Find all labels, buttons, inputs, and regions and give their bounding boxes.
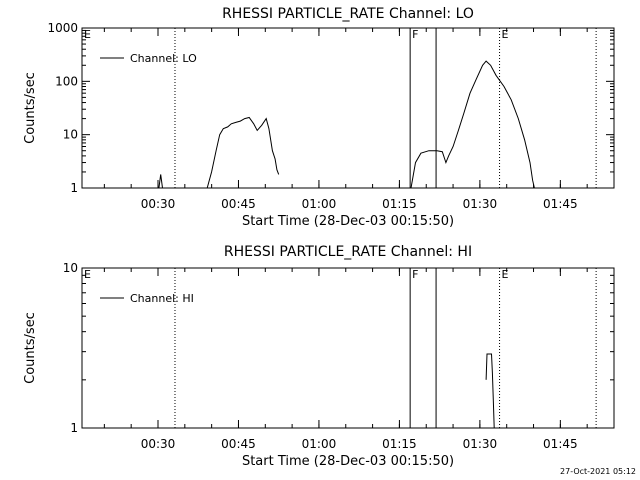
- x-tick-label: 01:30: [463, 197, 498, 211]
- x-tick-label: 00:45: [221, 437, 256, 451]
- x-tick-label: 01:00: [302, 197, 337, 211]
- event-marker-label: E: [84, 268, 91, 281]
- x-tick-label: 01:45: [543, 197, 578, 211]
- y-tick-label: 1: [70, 421, 78, 435]
- y-tick-label: 1000: [47, 21, 78, 35]
- x-tick-label: 01:15: [382, 197, 417, 211]
- x-tick-label: 01:30: [463, 437, 498, 451]
- generation-timestamp: 27-Oct-2021 05:12: [560, 467, 636, 476]
- y-tick-label: 1: [70, 181, 78, 195]
- legend-label: Channel: LO: [130, 52, 197, 65]
- y-tick-label: 10: [63, 261, 78, 275]
- x-tick-label: 01:45: [543, 437, 578, 451]
- y-tick-label: 100: [55, 74, 78, 88]
- series-line: [410, 60, 535, 189]
- event-marker-label: E: [84, 28, 91, 41]
- event-marker-label: E: [502, 28, 509, 41]
- x-tick-label: 01:15: [382, 437, 417, 451]
- event-marker-label: F: [412, 28, 418, 41]
- chart-panel-0: [81, 27, 615, 189]
- series-line: [485, 353, 495, 429]
- y-tick-label: 10: [63, 128, 78, 142]
- legend-label: Channel: HI: [130, 292, 194, 305]
- event-marker-label: F: [412, 268, 418, 281]
- chart-title: RHESSI PARTICLE_RATE Channel: LO: [222, 6, 474, 22]
- event-marker-label: E: [502, 268, 509, 281]
- x-axis-label: Start Time (28-Dec-03 00:15:50): [242, 214, 454, 229]
- x-tick-label: 00:30: [141, 437, 176, 451]
- x-axis-label: Start Time (28-Dec-03 00:15:50): [242, 454, 454, 469]
- x-tick-label: 01:00: [302, 437, 337, 451]
- x-tick-label: 00:45: [221, 197, 256, 211]
- chart-title: RHESSI PARTICLE_RATE Channel: HI: [224, 244, 472, 260]
- y-axis-label: Counts/sec: [23, 72, 38, 144]
- x-tick-label: 00:30: [141, 197, 176, 211]
- series-line: [158, 174, 163, 189]
- y-axis-label: Counts/sec: [23, 312, 38, 384]
- chart-panel-1: [81, 267, 615, 429]
- series-line: [206, 116, 280, 189]
